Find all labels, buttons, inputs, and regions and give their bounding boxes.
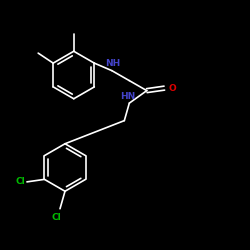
Text: HN: HN xyxy=(120,92,136,101)
Text: Cl: Cl xyxy=(16,178,26,186)
Text: NH: NH xyxy=(106,59,121,68)
Text: O: O xyxy=(168,84,176,93)
Text: Cl: Cl xyxy=(52,212,61,222)
